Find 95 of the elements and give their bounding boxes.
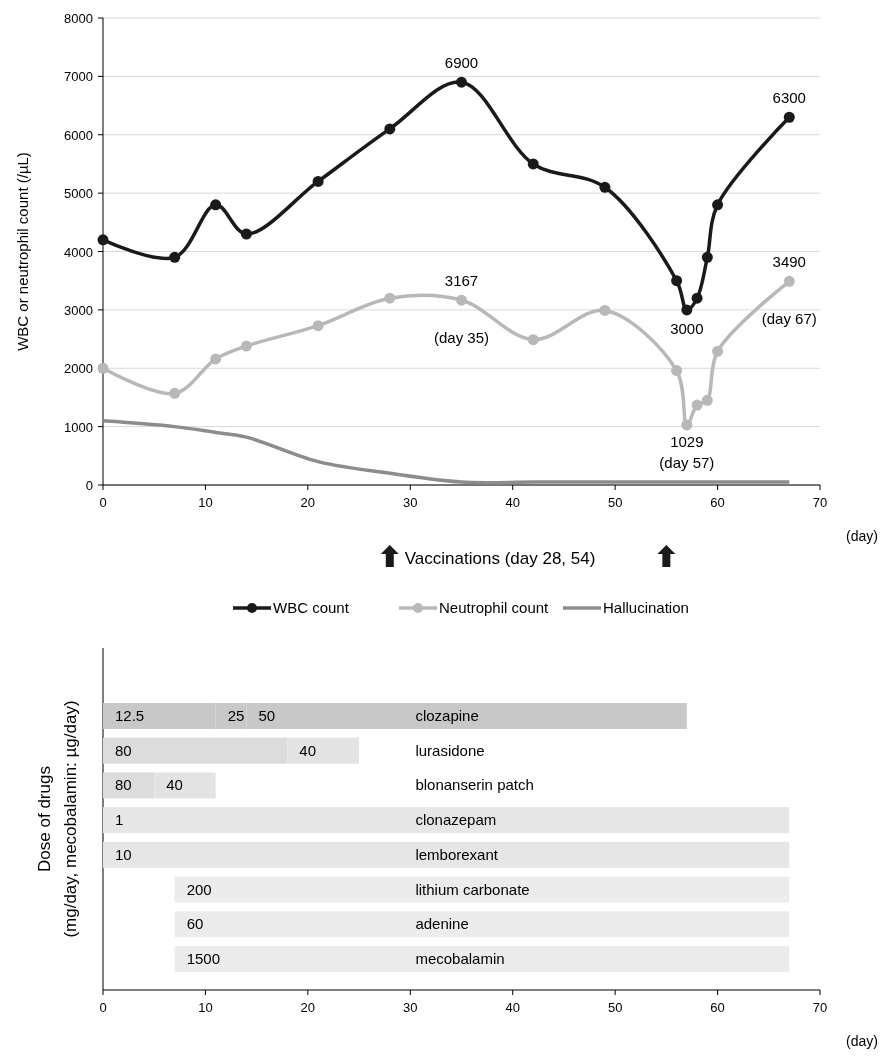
point bbox=[384, 123, 396, 135]
text: Vaccinations (day 28, 54) bbox=[404, 549, 596, 568]
y-tick-label: 7000 bbox=[64, 69, 93, 85]
point bbox=[671, 365, 683, 377]
point bbox=[312, 320, 324, 332]
point bbox=[599, 304, 611, 316]
x-tick-label: 70 bbox=[812, 495, 828, 510]
annotation: 1500 bbox=[186, 950, 221, 967]
bar bbox=[103, 841, 790, 868]
x-axis-title: (day) bbox=[846, 528, 878, 544]
point bbox=[210, 353, 222, 365]
x-tick-label: 20 bbox=[300, 495, 316, 510]
point bbox=[691, 292, 703, 304]
category-label: lithium carbonate bbox=[415, 880, 530, 898]
point bbox=[240, 228, 252, 240]
x-tick-label: 50 bbox=[607, 495, 623, 510]
y-tick-label: 3000 bbox=[64, 302, 93, 318]
annotation: (day 35) bbox=[433, 329, 490, 347]
annotation: 25 bbox=[227, 707, 245, 724]
y-tick-label: 0 bbox=[85, 478, 93, 493]
annotation: 200 bbox=[186, 880, 212, 898]
category-label: clozapine bbox=[415, 707, 479, 724]
x-tick-label: 60 bbox=[710, 495, 725, 510]
category-label: adenine bbox=[415, 915, 469, 933]
x-tick-label: 30 bbox=[403, 495, 418, 510]
legend-label: Hallucination bbox=[603, 599, 689, 616]
point bbox=[169, 387, 181, 399]
x-tick-label: 70 bbox=[812, 1000, 828, 1015]
data-label: 3000 bbox=[670, 319, 704, 337]
annotation: 80 bbox=[115, 776, 132, 794]
point bbox=[599, 181, 611, 193]
data-label: 3167 bbox=[444, 272, 479, 290]
annotation: 50 bbox=[258, 707, 276, 724]
x-tick-label: 30 bbox=[403, 1000, 418, 1015]
point bbox=[712, 199, 724, 211]
line-series bbox=[101, 419, 792, 485]
x-tick-label: 40 bbox=[505, 1000, 520, 1015]
x-tick-label: 0 bbox=[99, 495, 107, 510]
y-axis-title: WBC or neutrophil count (/µL) bbox=[14, 152, 31, 351]
annotation: 60 bbox=[186, 915, 204, 933]
annotation: 1 bbox=[115, 811, 124, 829]
point bbox=[384, 292, 396, 304]
x-tick-label: 20 bbox=[300, 1000, 316, 1015]
data-label: 3490 bbox=[772, 253, 806, 271]
y-tick-label: 2000 bbox=[64, 361, 93, 377]
category-label: lurasidone bbox=[415, 741, 485, 759]
y-tick-label: 6000 bbox=[64, 127, 93, 143]
annotation: (day 57) bbox=[659, 453, 715, 471]
point bbox=[527, 158, 539, 170]
x-tick-label: 60 bbox=[710, 1000, 725, 1015]
point bbox=[783, 111, 795, 123]
data-label: 6300 bbox=[772, 89, 806, 107]
data-label: 1029 bbox=[670, 432, 704, 450]
y-tick-label: 4000 bbox=[64, 244, 93, 260]
point bbox=[671, 275, 683, 287]
legend-label: Neutrophil count bbox=[439, 599, 550, 616]
x-tick-label: 10 bbox=[198, 1000, 213, 1015]
y-tick-label: 8000 bbox=[64, 11, 93, 26]
bar bbox=[103, 807, 790, 834]
x-tick-label: 10 bbox=[198, 495, 213, 510]
point bbox=[97, 362, 109, 374]
legend-label: WBC count bbox=[273, 599, 350, 616]
annotation: 40 bbox=[166, 776, 183, 794]
x-tick-label: 40 bbox=[505, 495, 520, 510]
annotation: 40 bbox=[299, 741, 317, 759]
annotation: 80 bbox=[115, 741, 132, 759]
category-label: blonanserin patch bbox=[415, 776, 534, 794]
point bbox=[456, 76, 467, 88]
point bbox=[691, 399, 703, 411]
category-label: mecobalamin bbox=[415, 950, 505, 967]
point bbox=[701, 251, 713, 263]
x-tick-label: 50 bbox=[607, 1000, 623, 1015]
annotation: 10 bbox=[115, 845, 132, 863]
point bbox=[240, 340, 252, 352]
point bbox=[456, 294, 467, 306]
annotation: (day 67) bbox=[761, 310, 817, 328]
point bbox=[681, 419, 693, 431]
point bbox=[210, 199, 222, 211]
point bbox=[97, 234, 109, 246]
y-tick-label: 1000 bbox=[64, 419, 93, 435]
y-tick-label: 5000 bbox=[64, 186, 93, 202]
x-tick-label: 0 bbox=[99, 1000, 107, 1015]
category-label: lemborexant bbox=[415, 845, 498, 863]
point bbox=[783, 275, 795, 287]
point bbox=[312, 175, 324, 187]
point bbox=[701, 394, 713, 406]
point bbox=[169, 251, 181, 263]
point bbox=[712, 345, 724, 357]
point bbox=[527, 334, 539, 346]
category-label: clonazepam bbox=[415, 811, 497, 829]
x-axis-title: (day) bbox=[846, 1033, 878, 1049]
data-label: 6900 bbox=[444, 54, 479, 72]
y-axis-title: Dose of drugs (mg/day, mecobalamin: µg/day) bbox=[35, 700, 80, 938]
annotation: 12.5 bbox=[115, 707, 145, 724]
point bbox=[681, 304, 693, 316]
